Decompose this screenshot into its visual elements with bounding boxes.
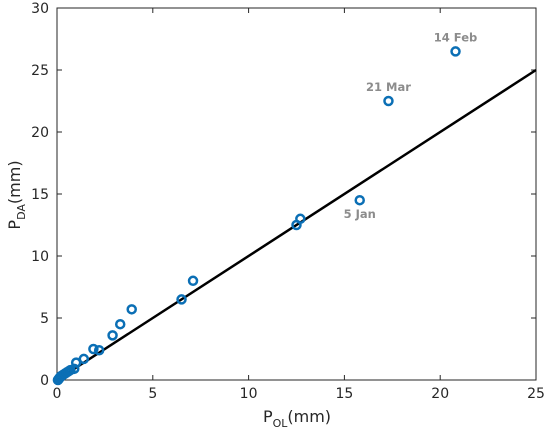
y-axis-label-main: P [5, 220, 24, 230]
annotations: 14 Feb 21 Mar 5 Jan [344, 30, 478, 221]
data-point [78, 353, 90, 365]
data-point [114, 318, 126, 330]
x-axis-label-sub: OL [273, 417, 289, 430]
x-axis-label: POL(mm) [263, 407, 331, 430]
x-tick-label: 5 [148, 386, 157, 402]
data-point [295, 213, 306, 225]
data-point [354, 194, 365, 206]
x-axis-label-main: P [263, 407, 273, 426]
x-axis-label-unit: (mm) [287, 407, 331, 426]
x-tick-label: 10 [240, 386, 258, 402]
x-tick-label: 20 [431, 386, 449, 402]
y-tick-label: 10 [31, 249, 49, 265]
x-tick-label: 15 [335, 386, 353, 402]
y-tick-label: 25 [31, 63, 49, 79]
y-tick-label: 30 [31, 1, 49, 17]
point-annotation: 14 Feb [434, 30, 477, 44]
x-tick-label: 25 [527, 386, 545, 402]
y-tick-label: 5 [40, 311, 49, 327]
data-point [93, 344, 105, 356]
y-axis-label: PDA(mm) [5, 160, 28, 229]
reference-line-group [56, 68, 537, 382]
y-tick-label: 20 [31, 125, 49, 141]
x-tick-label: 0 [53, 386, 62, 402]
data-point [450, 46, 461, 57]
y-axis-label-sub: DA [15, 204, 28, 220]
y-tick-label: 0 [40, 373, 49, 389]
data-points [52, 46, 461, 386]
data-point [176, 294, 187, 305]
y-tick-label: 15 [31, 187, 49, 203]
data-point [126, 304, 137, 315]
data-point [88, 343, 99, 355]
reference-line [56, 68, 537, 382]
plot-frame [56, 7, 537, 381]
data-point [107, 330, 118, 341]
data-point [383, 95, 394, 107]
data-point [187, 275, 199, 287]
axes: 0 5 10 15 20 25 0 5 10 15 20 25 30 [31, 1, 545, 402]
point-annotation: 5 Jan [344, 207, 376, 221]
point-annotation: 21 Mar [366, 80, 411, 94]
y-axis-label-unit: (mm) [5, 160, 24, 204]
